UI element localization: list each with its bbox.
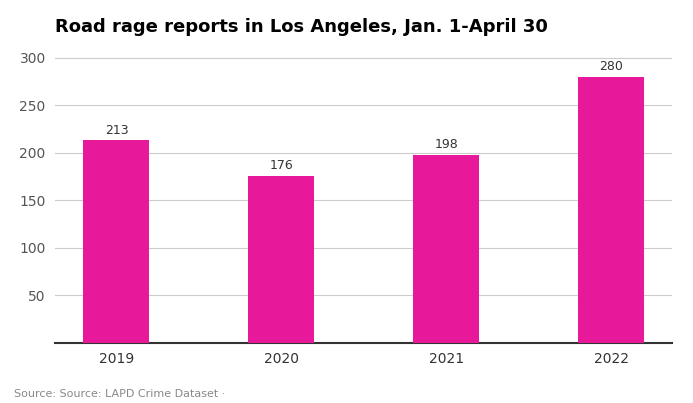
Bar: [578, 77, 644, 343]
Text: 213: 213: [105, 124, 128, 137]
Bar: [413, 155, 480, 343]
Text: 198: 198: [435, 138, 458, 151]
Text: Road rage reports in Los Angeles, Jan. 1-April 30: Road rage reports in Los Angeles, Jan. 1…: [55, 18, 548, 36]
Text: 280: 280: [599, 60, 623, 73]
Text: Source: Source: LAPD Crime Dataset ·: Source: Source: LAPD Crime Dataset ·: [14, 389, 225, 399]
Bar: [248, 176, 315, 343]
Text: 176: 176: [270, 159, 293, 172]
Bar: [83, 140, 150, 343]
